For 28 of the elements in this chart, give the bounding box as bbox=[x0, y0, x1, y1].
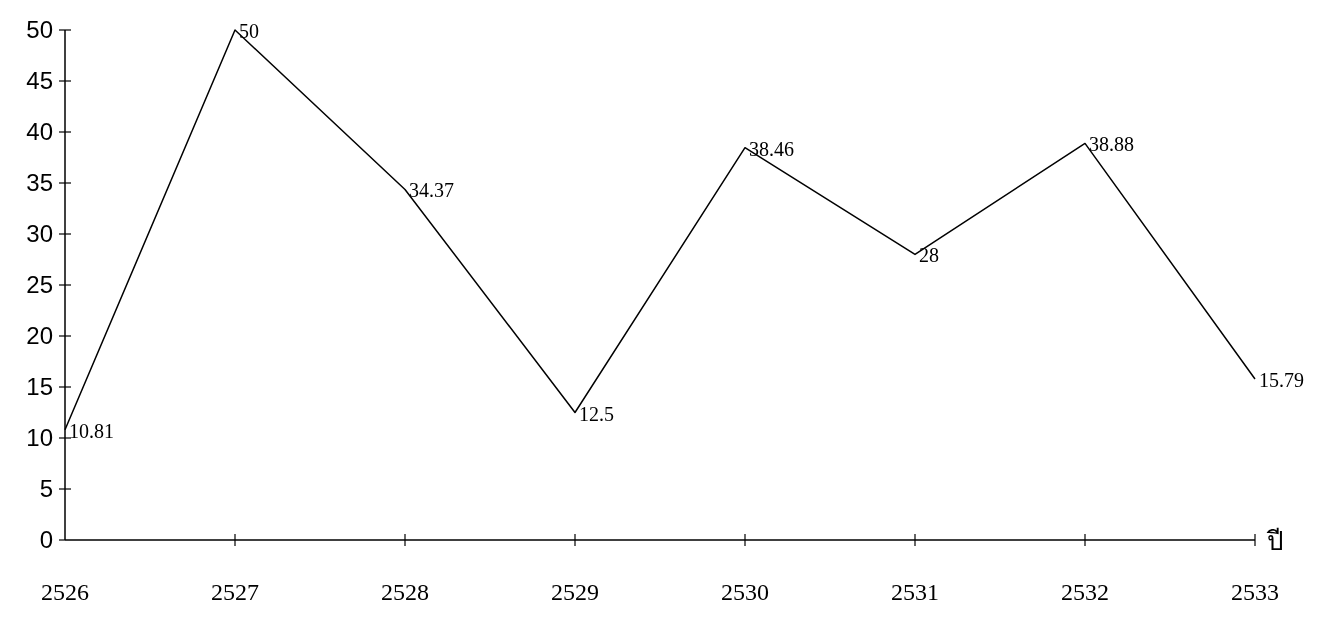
y-tick-label: 45 bbox=[26, 67, 53, 94]
x-tick-label: 2532 bbox=[1061, 579, 1109, 605]
data-label: 15.79 bbox=[1259, 368, 1304, 391]
y-tick-label: 25 bbox=[26, 271, 53, 298]
y-tick-label: 50 bbox=[26, 16, 53, 43]
x-tick-label: 2527 bbox=[211, 579, 259, 605]
y-tick-label: 30 bbox=[26, 220, 53, 247]
data-label: 28 bbox=[919, 244, 939, 267]
x-tick-label: 2528 bbox=[381, 579, 429, 605]
y-tick-label: 15 bbox=[26, 373, 53, 400]
x-tick-label: 2531 bbox=[891, 579, 939, 605]
data-label: 50 bbox=[239, 20, 259, 42]
y-tick-label: 40 bbox=[26, 118, 53, 145]
data-label: 34.37 bbox=[409, 179, 454, 202]
x-tick-label: 2530 bbox=[721, 579, 769, 605]
x-tick-label: 2529 bbox=[551, 579, 599, 605]
x-axis-title: ปี bbox=[1266, 526, 1284, 556]
data-label: 38.46 bbox=[749, 137, 794, 160]
data-label: 38.88 bbox=[1089, 133, 1134, 156]
x-tick-label: 2533 bbox=[1231, 579, 1279, 605]
data-label: 10.81 bbox=[69, 419, 114, 442]
y-tick-label: 5 bbox=[39, 475, 53, 502]
data-label: 12.5 bbox=[579, 402, 614, 425]
y-tick-label: 10 bbox=[26, 424, 53, 451]
y-tick-label: 35 bbox=[26, 169, 53, 196]
y-tick-label: 0 bbox=[39, 526, 53, 553]
y-tick-label: 20 bbox=[26, 322, 53, 349]
x-tick-label: 2526 bbox=[41, 579, 89, 605]
